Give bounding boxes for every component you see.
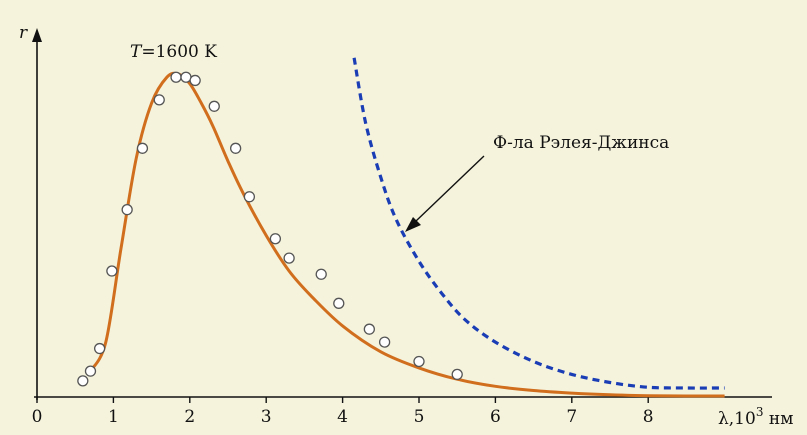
- x-tick-label: 5: [414, 407, 425, 427]
- data-point: [84, 365, 97, 377]
- y-axis-label: r: [19, 23, 28, 43]
- x-axis-label-exp: 3: [756, 405, 764, 419]
- data-point: [378, 336, 391, 348]
- x-tick-label: 1: [108, 407, 119, 427]
- data-point: [283, 252, 295, 264]
- data-point: [333, 297, 345, 309]
- x-tick-label: 4: [337, 407, 348, 427]
- temperature-value: =1600 K: [141, 42, 217, 62]
- annotation-arrow-head: [405, 217, 421, 232]
- data-point: [93, 342, 106, 355]
- y-axis-arrow: [32, 28, 42, 42]
- temperature-var: T: [130, 42, 143, 62]
- data-point: [189, 74, 201, 87]
- data-point: [180, 71, 192, 83]
- temperature-label: T=1600 K: [130, 42, 217, 62]
- data-point: [243, 191, 256, 203]
- data-point: [229, 142, 242, 154]
- x-tick-label: 2: [184, 407, 195, 427]
- x-axis-label-symbol: λ: [718, 409, 729, 429]
- data-point: [315, 268, 327, 280]
- data-point: [136, 142, 149, 154]
- data-point: [153, 94, 165, 106]
- data-point: [77, 375, 89, 387]
- data-point: [170, 71, 182, 83]
- x-axis-label: λ,103 нм: [718, 405, 793, 429]
- data-point: [121, 204, 133, 216]
- x-axis-label-base: ,10: [729, 409, 756, 429]
- x-tick-label: 3: [261, 407, 272, 427]
- rayleigh-jeans-curve: [352, 57, 725, 390]
- planck-curve: [89, 71, 725, 398]
- x-tick-label: 7: [566, 407, 577, 427]
- data-point: [363, 323, 375, 335]
- x-tick-label: 6: [490, 407, 501, 427]
- data-point: [451, 368, 463, 381]
- annotation-arrow-line: [415, 155, 485, 222]
- data-point: [106, 265, 118, 277]
- x-tick-label: 0: [32, 407, 43, 427]
- x-tick-label: 8: [643, 407, 654, 427]
- data-point: [269, 233, 282, 245]
- x-axis-label-tail: нм: [763, 409, 793, 429]
- data-point: [208, 100, 220, 112]
- data-point: [413, 355, 425, 368]
- rayleigh-jeans-label: Ф-ла Рэлея-Джинса: [493, 133, 669, 153]
